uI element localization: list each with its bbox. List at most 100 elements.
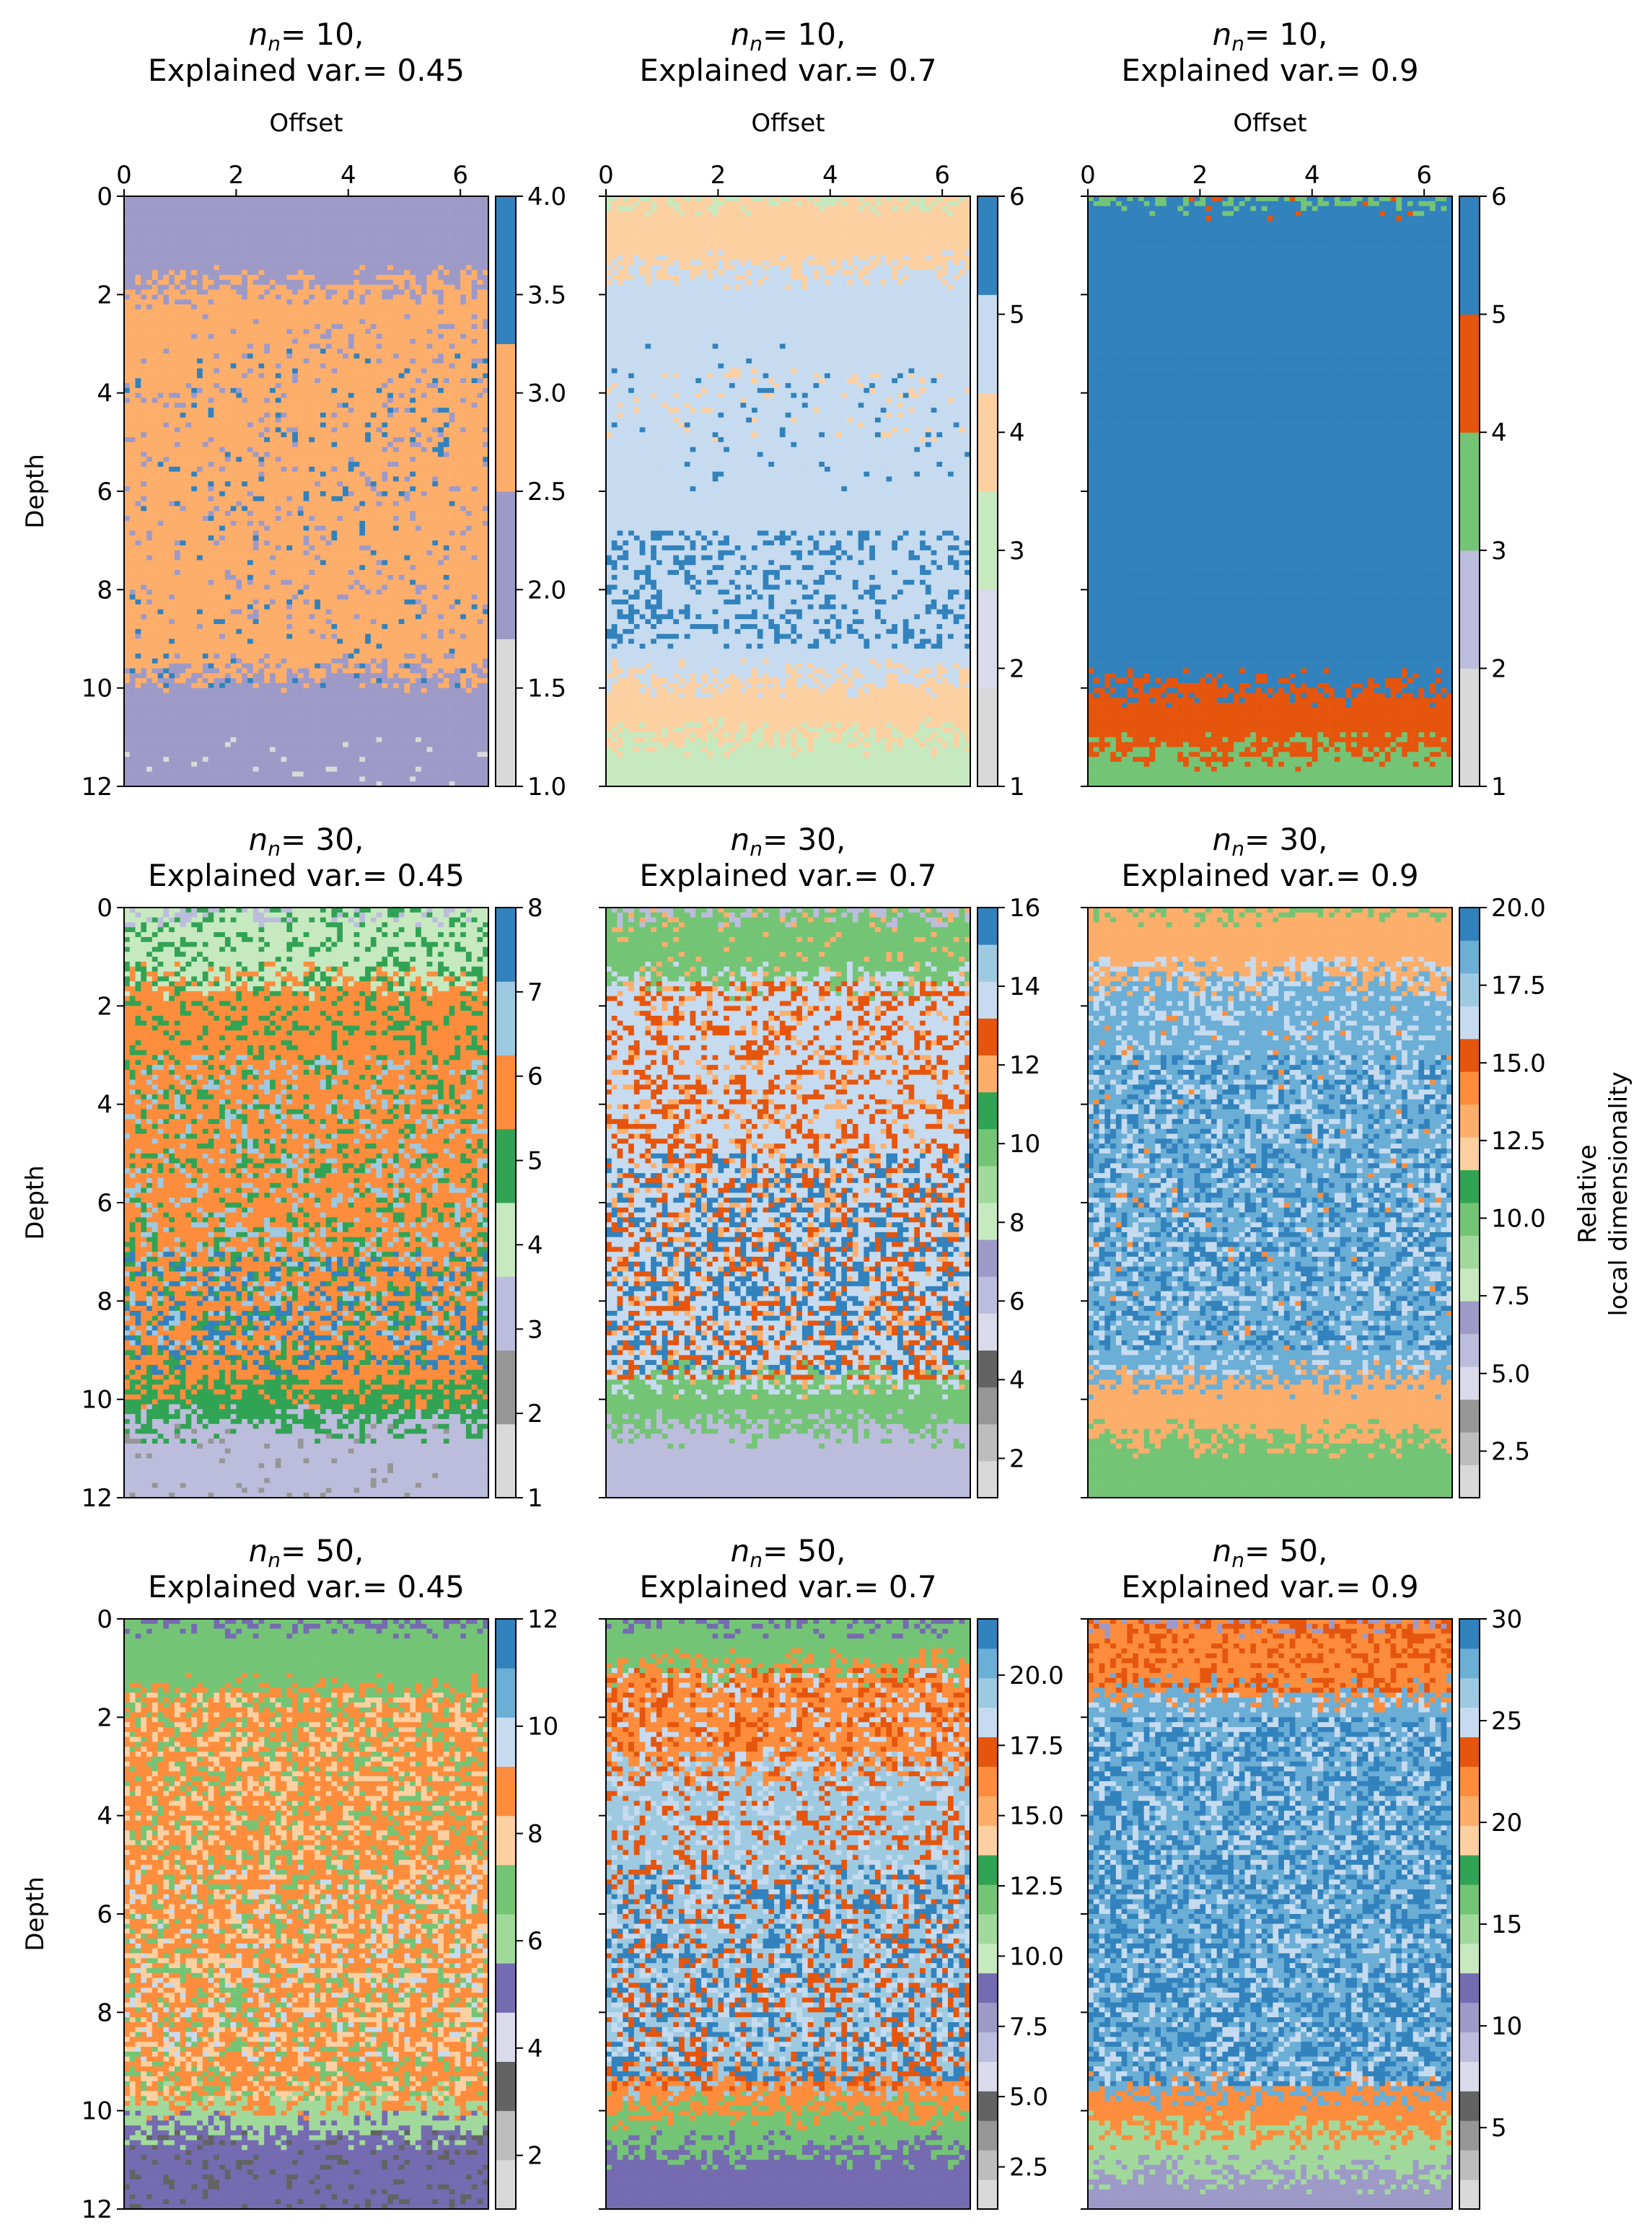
heatmap-cell <box>158 290 164 295</box>
heatmap-cell <box>231 216 237 221</box>
heatmap-cell <box>393 201 399 206</box>
heatmap-cell <box>180 348 186 354</box>
heatmap-cell <box>276 260 281 265</box>
heatmap-cell <box>320 211 326 216</box>
heatmap-cell <box>421 240 427 245</box>
heatmap-cell <box>377 348 382 354</box>
heatmap-cell <box>404 201 410 206</box>
heatmap-cell <box>320 285 326 290</box>
heatmap-cell <box>326 280 332 285</box>
heatmap-cell <box>359 290 365 295</box>
heatmap-cell <box>309 250 315 255</box>
heatmap-cell <box>432 348 438 354</box>
heatmap-cell <box>292 221 298 226</box>
heatmap-cell <box>472 226 478 231</box>
heatmap-cell <box>276 329 281 334</box>
heatmap-cell <box>286 315 292 320</box>
heatmap-cell <box>393 319 399 324</box>
heatmap-cell <box>449 236 455 241</box>
heatmap-cell <box>454 211 460 216</box>
heatmap-cell <box>410 324 416 329</box>
heatmap-cell <box>449 216 455 221</box>
heatmap-cell <box>270 329 276 334</box>
heatmap-cell <box>477 319 483 324</box>
heatmap-cell <box>203 236 208 241</box>
heatmap-cell <box>410 260 416 265</box>
heatmap-cell <box>326 255 332 260</box>
heatmap-cell <box>404 354 410 359</box>
heatmap-cell <box>315 236 320 241</box>
heatmap-cell <box>258 354 264 359</box>
heatmap-cell <box>136 354 141 359</box>
heatmap-cell <box>315 231 320 236</box>
heatmap-cell <box>320 329 326 334</box>
heatmap-cell <box>399 324 405 329</box>
heatmap-cell <box>264 359 270 364</box>
heatmap-cell <box>331 245 337 250</box>
heatmap-cell <box>214 348 219 354</box>
heatmap-cell <box>466 260 472 265</box>
heatmap-cell <box>208 294 214 299</box>
heatmap-cell <box>377 216 382 221</box>
heatmap-cell <box>208 299 214 304</box>
heatmap-cell <box>320 236 326 241</box>
heatmap-cell <box>124 275 130 280</box>
heatmap-cell <box>365 294 371 299</box>
heatmap-cell <box>281 240 287 245</box>
heatmap-cell <box>197 354 203 359</box>
heatmap-cell <box>242 201 247 206</box>
heatmap-cell <box>264 275 270 280</box>
heatmap-cell <box>253 299 259 304</box>
heatmap-cell <box>136 344 141 349</box>
heatmap-cell <box>281 339 287 344</box>
heatmap-cell <box>203 245 208 250</box>
heatmap-cell <box>236 285 242 290</box>
heatmap-cell <box>432 290 438 295</box>
heatmap-cell <box>225 245 231 250</box>
heatmap-cell <box>208 245 214 250</box>
heatmap-cell <box>253 304 259 309</box>
heatmap-cell <box>466 206 472 211</box>
heatmap-cell <box>320 206 326 211</box>
heatmap-cell <box>286 270 292 275</box>
heatmap-cell <box>276 236 281 241</box>
heatmap-cell <box>477 348 483 354</box>
heatmap-cell <box>163 280 169 285</box>
heatmap-cell <box>399 280 405 285</box>
heatmap-cell <box>225 226 231 231</box>
heatmap-cell <box>304 344 309 349</box>
heatmap-cell <box>393 348 399 354</box>
heatmap-cell <box>432 231 438 236</box>
heatmap-cell <box>320 315 326 320</box>
heatmap-cell <box>348 285 354 290</box>
heatmap-cell <box>225 211 231 216</box>
heatmap-cell <box>387 275 393 280</box>
heatmap-cell <box>432 265 438 270</box>
heatmap-cell <box>387 285 393 290</box>
heatmap-cell <box>253 294 259 299</box>
heatmap-cell <box>203 285 208 290</box>
heatmap-cell <box>141 319 146 324</box>
heatmap-cell <box>203 299 208 304</box>
heatmap-cell <box>208 339 214 344</box>
heatmap-cell <box>191 285 197 290</box>
heatmap-cell <box>124 240 130 245</box>
heatmap-cell <box>152 324 158 329</box>
heatmap-cell <box>387 344 393 349</box>
heatmap-cell <box>331 324 337 329</box>
heatmap-cell <box>382 299 387 304</box>
heatmap-cell <box>371 211 377 216</box>
heatmap-cell <box>197 294 203 299</box>
heatmap-cell <box>416 344 421 349</box>
heatmap-cell <box>337 290 343 295</box>
heatmap-cell <box>427 290 433 295</box>
heatmap-cell <box>136 309 141 315</box>
heatmap-cell <box>331 250 337 255</box>
heatmap-cell <box>326 250 332 255</box>
heatmap-cell <box>449 270 455 275</box>
heatmap-cell <box>219 260 225 265</box>
heatmap-cell <box>399 290 405 295</box>
heatmap-cell <box>225 329 231 334</box>
heatmap-cell <box>136 275 141 280</box>
heatmap-cell <box>219 236 225 241</box>
